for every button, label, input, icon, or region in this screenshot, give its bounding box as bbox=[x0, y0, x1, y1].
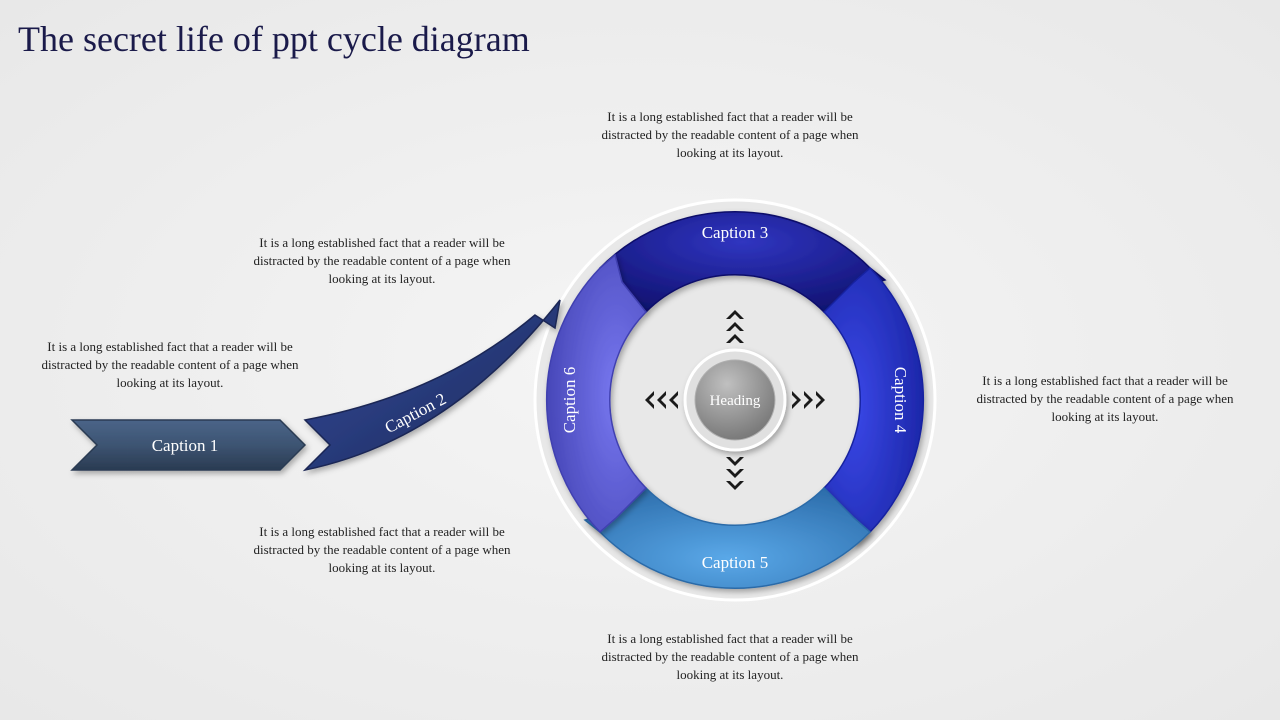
svg-text:Caption 4: Caption 4 bbox=[891, 367, 910, 434]
desc-1: It is a long established fact that a rea… bbox=[30, 338, 310, 393]
svg-text:Caption 3: Caption 3 bbox=[702, 223, 769, 242]
svg-text:Caption 1: Caption 1 bbox=[152, 436, 219, 455]
center-hub: Heading bbox=[685, 350, 785, 450]
desc-4: It is a long established fact that a rea… bbox=[965, 372, 1245, 427]
desc-6: It is a long established fact that a rea… bbox=[242, 523, 522, 578]
svg-text:Heading: Heading bbox=[710, 393, 761, 409]
svg-text:Caption 5: Caption 5 bbox=[702, 553, 769, 572]
segment-1: Caption 1 bbox=[72, 420, 305, 470]
desc-2: It is a long established fact that a rea… bbox=[242, 234, 522, 289]
segment-2: Caption 2 bbox=[305, 300, 560, 470]
desc-5: It is a long established fact that a rea… bbox=[590, 630, 870, 685]
svg-text:Caption 6: Caption 6 bbox=[560, 367, 579, 434]
desc-3: It is a long established fact that a rea… bbox=[590, 108, 870, 163]
